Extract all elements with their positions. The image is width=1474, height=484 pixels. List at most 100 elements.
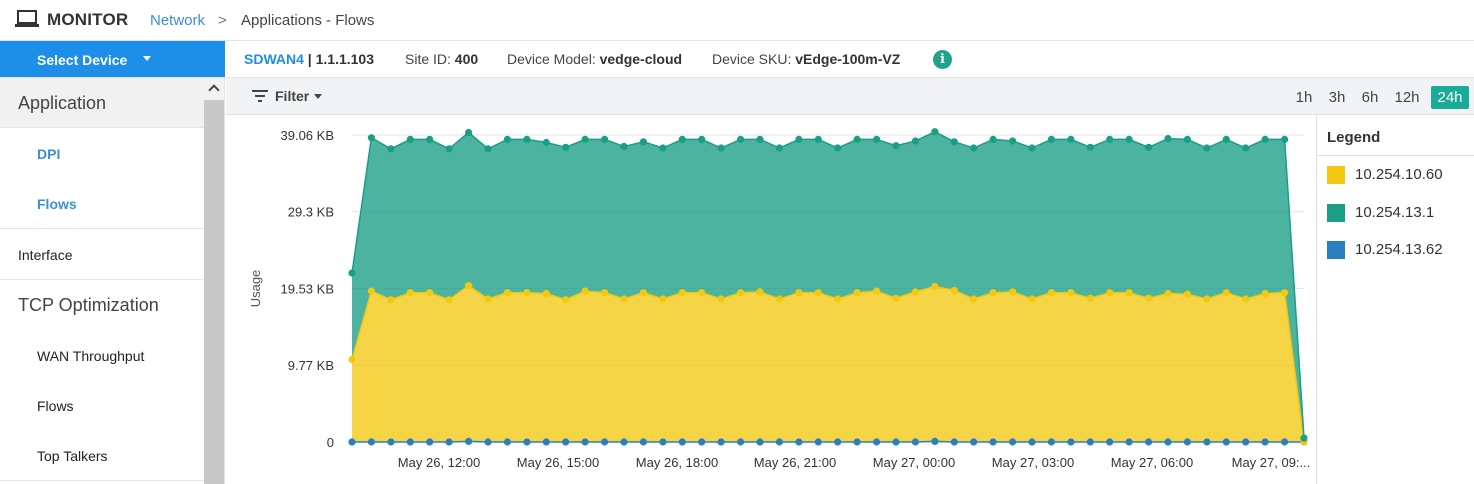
chevron-up-icon [208,84,220,96]
usage-chart: 0 9.77 KB 19.53 KB 29.3 KB 39.06 KB Usage May … [226,115,1316,484]
sidebar-item-application-flows[interactable]: Flows [0,179,204,229]
data-point [1125,289,1133,297]
data-point [445,296,453,304]
data-point [1261,135,1269,143]
data-point [542,138,550,147]
data-point [1164,289,1172,298]
data-point [581,135,589,143]
sidebar-item-wan-throughput[interactable]: WAN Throughput [37,348,145,364]
filter-button[interactable]: Filter [275,88,310,104]
legend-swatch [1327,166,1345,184]
data-point [367,134,375,142]
data-point [465,128,473,137]
data-point [639,138,647,146]
data-point [1067,438,1075,446]
data-point [1009,438,1017,446]
data-point [620,142,628,151]
data-point [367,438,375,446]
app-title: MONITOR [47,10,129,29]
x-tick-label: May 27, 06:00 [1111,455,1193,470]
data-point [834,144,842,152]
data-point [659,144,667,152]
data-point [989,135,997,143]
data-point [367,287,375,295]
data-point [911,137,920,145]
data-point [1145,294,1153,302]
data-point [406,135,414,143]
device-model: Device Model: vedge-cloud [507,51,683,67]
data-point [1203,438,1211,446]
data-point [775,144,784,152]
data-point [426,135,434,143]
data-point [1009,288,1017,296]
range-6h[interactable]: 6h [1361,89,1379,106]
data-point [387,438,395,446]
area-10-254-13-1 [352,131,1304,442]
sidebar-item-tcp-flows[interactable]: Flows [37,398,74,414]
caret-down-icon [143,56,151,61]
data-point [737,135,745,143]
device-name[interactable]: SDWAN4 [244,51,304,67]
data-point [523,438,531,446]
sidebar-item-interface[interactable]: Interface [0,229,204,280]
data-point [601,438,609,446]
data-point [1222,135,1230,143]
data-point [1203,144,1211,152]
data-point [581,438,589,446]
data-point [950,438,958,446]
info-icon[interactable]: i [933,50,952,69]
filter-bar: Filter 1h 3h 6h 12h 24h [226,78,1474,115]
data-point [678,289,686,297]
legend-swatch [1327,204,1345,222]
sidebar-section-tcp-optimization[interactable]: TCP Optimization [18,295,159,315]
data-point [639,438,647,446]
data-point [387,296,395,304]
sidebar-item-top-talkers[interactable]: Top Talkers [0,431,204,481]
top-bar: MONITOR Network > Applications - Flows [0,0,1474,41]
select-device-button[interactable]: Select Device [0,41,225,77]
x-tick-label: May 27, 00:00 [873,455,955,470]
data-point [795,289,803,297]
data-point [1086,143,1094,151]
data-point [1067,135,1075,143]
data-point [523,135,531,143]
range-24h[interactable]: 24h [1431,86,1469,109]
data-point [853,438,861,446]
scroll-up-button[interactable] [204,78,224,100]
data-point [931,282,939,291]
data-point [503,438,511,446]
sidebar-scrollbar[interactable] [204,78,224,484]
sidebar-item-dpi[interactable]: DPI [37,146,61,162]
x-tick-label: May 27, 09:... [1232,455,1311,470]
data-point [1047,135,1055,143]
data-point [581,287,589,295]
chart-legend: Legend 10.254.10.60 10.254.13.1 10.254.1… [1316,115,1474,484]
sidebar-section-application[interactable]: Application [0,78,204,128]
data-point [1242,438,1250,446]
data-point [834,438,842,446]
range-3h[interactable]: 3h [1328,89,1346,106]
data-point [348,438,356,446]
data-point [814,438,822,446]
data-point [1281,135,1289,143]
data-point [814,135,822,143]
data-point [484,145,492,153]
data-point [873,287,881,295]
data-point [989,438,997,446]
data-point [989,289,997,297]
data-point [542,289,550,298]
data-point [1047,438,1055,446]
device-ip: | 1.1.1.103 [307,51,374,67]
range-12h[interactable]: 12h [1394,89,1420,106]
legend-title: Legend [1327,129,1381,146]
data-point [601,289,609,297]
data-point [892,142,900,150]
data-point [698,289,706,297]
range-1h[interactable]: 1h [1295,89,1313,106]
data-point [1222,289,1230,297]
filter-icon[interactable] [252,90,268,102]
data-point [853,135,861,143]
data-point [426,438,434,446]
breadcrumb-network-link[interactable]: Network [150,12,206,29]
data-point [1300,434,1308,442]
